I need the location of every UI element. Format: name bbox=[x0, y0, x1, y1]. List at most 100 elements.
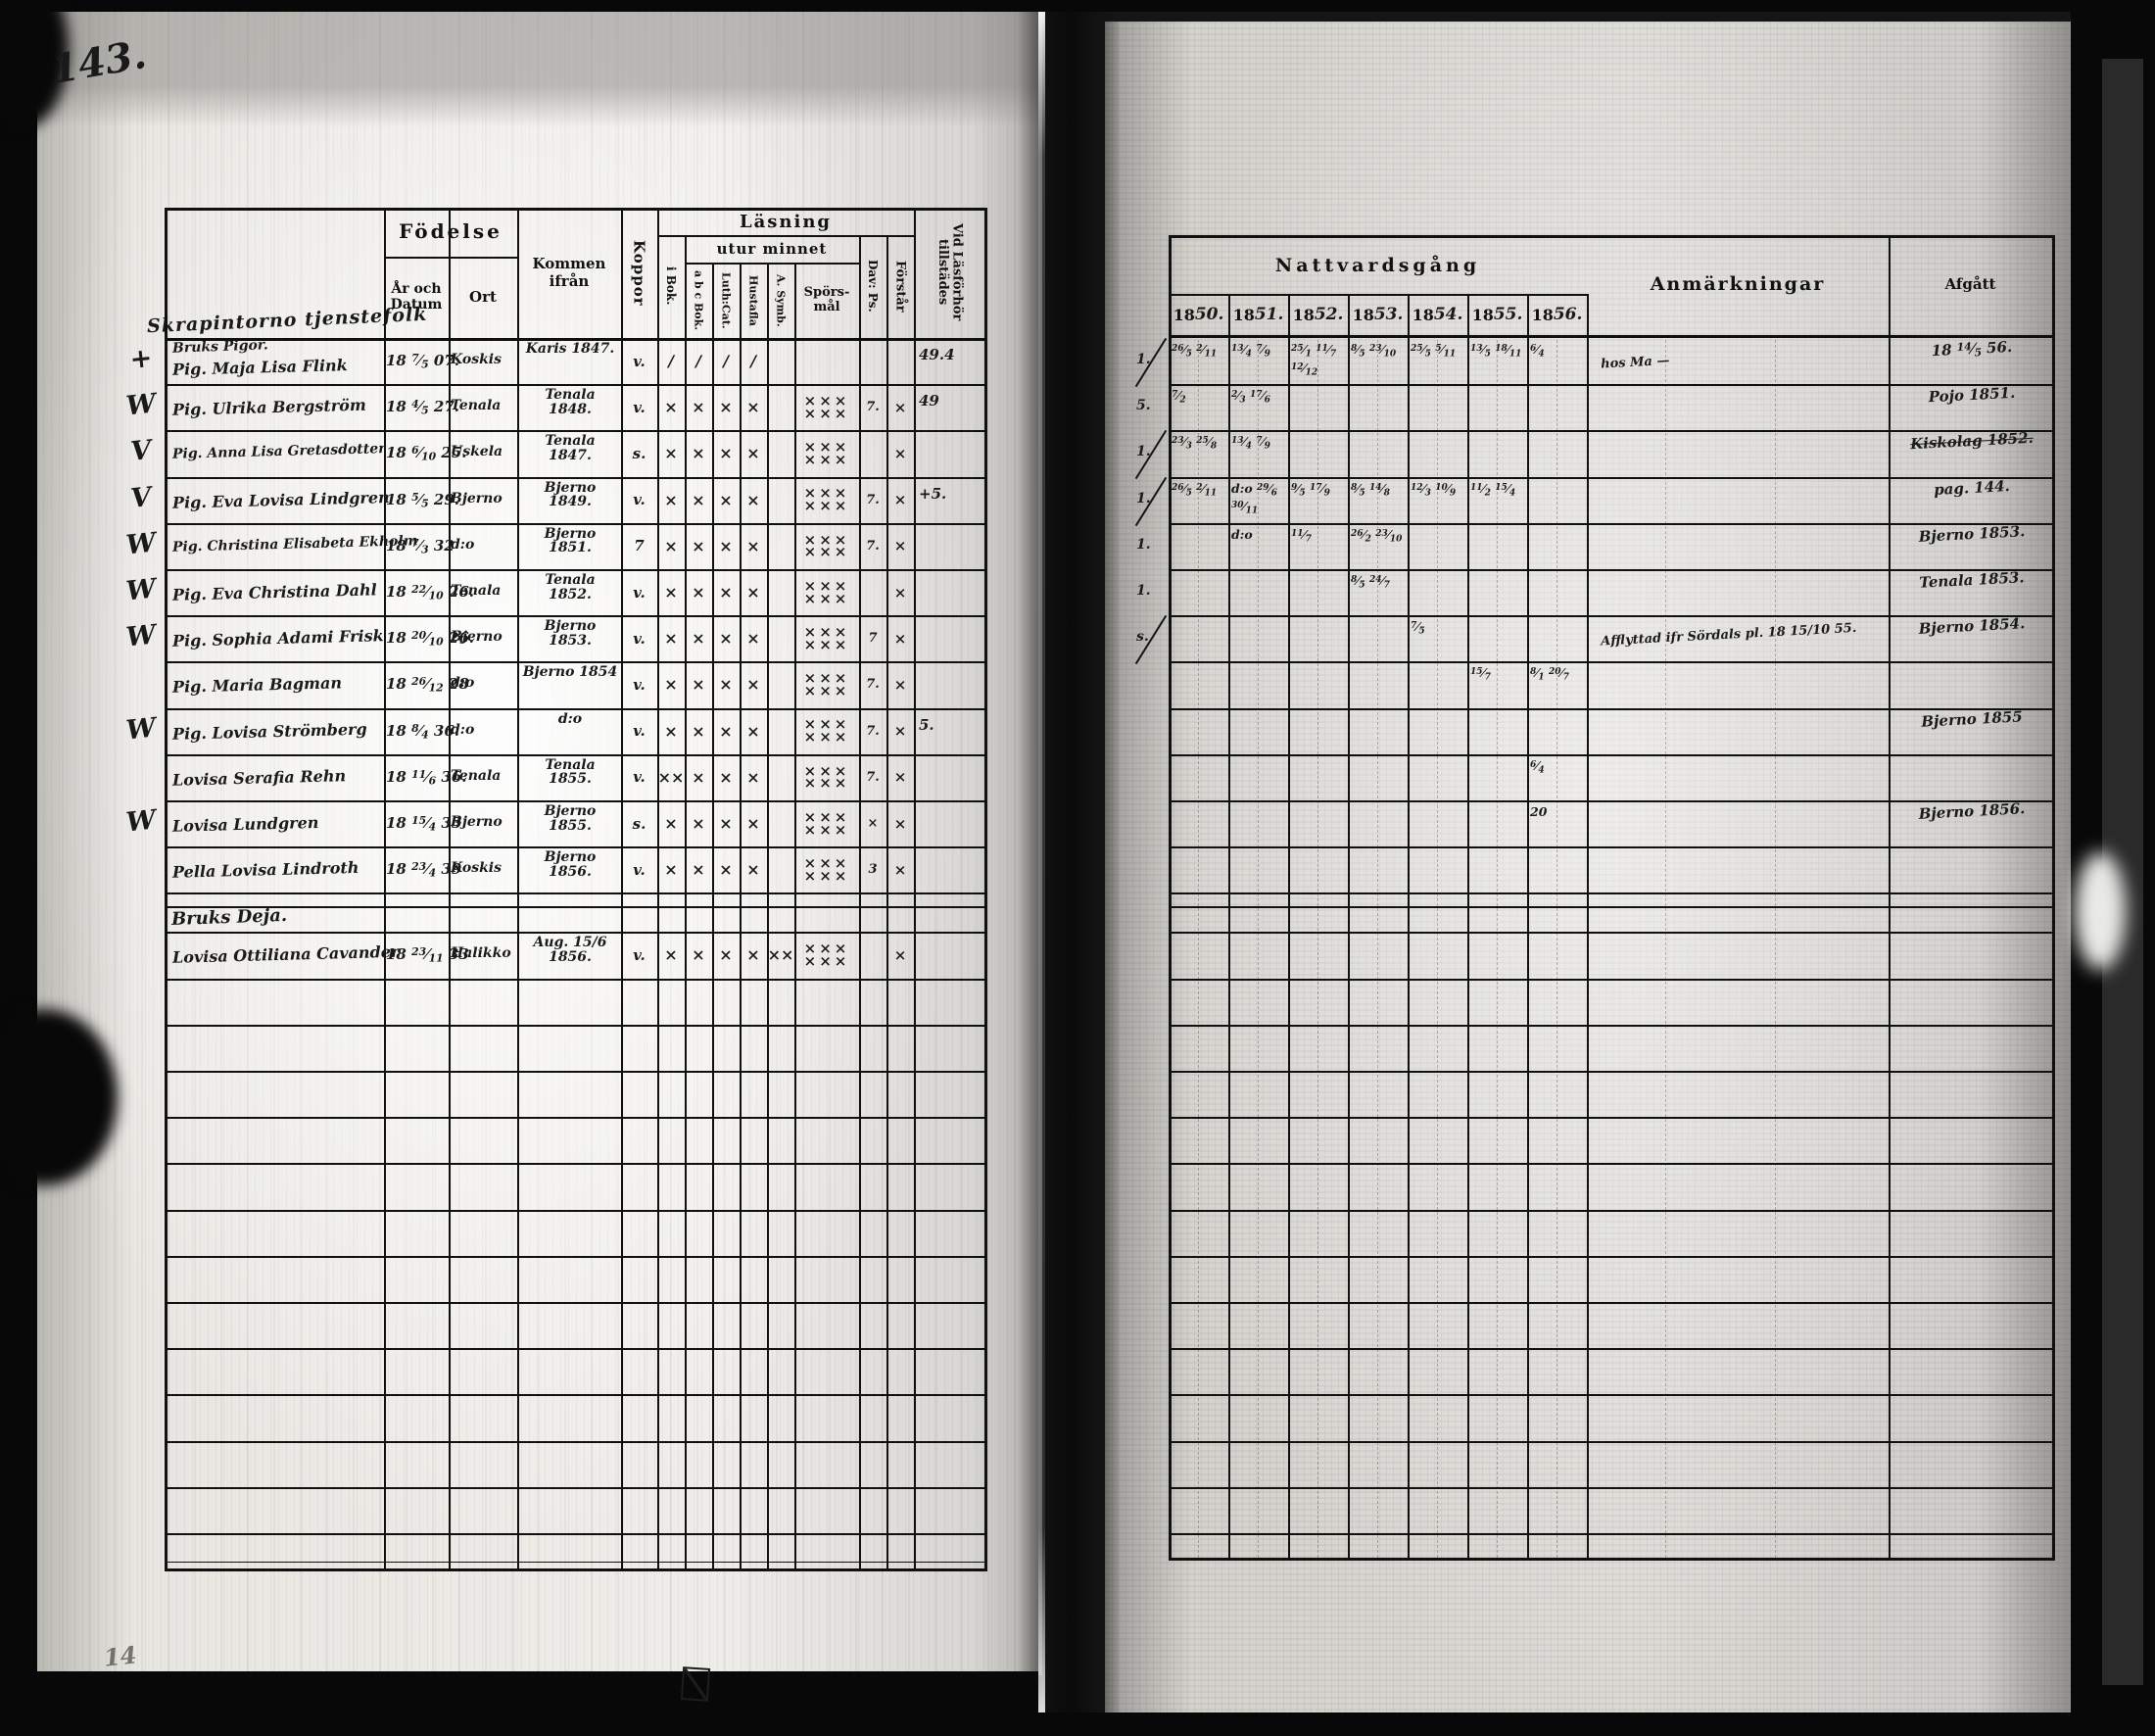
cell-communion-date: 12⁄3 10⁄9 bbox=[1411, 480, 1457, 498]
cell-kommen-ifran: Tenala 1848. bbox=[545, 387, 596, 417]
row-margin-mark-left: + bbox=[128, 342, 154, 376]
cell-reading-mark: × bbox=[719, 945, 733, 965]
cell-communion-date: 11⁄2 15⁄4 bbox=[1470, 480, 1516, 498]
cell-forstar-mark: × bbox=[893, 945, 907, 964]
table-rule-v bbox=[712, 263, 714, 1568]
cell-born: 18 20⁄10 26. bbox=[386, 629, 474, 649]
cell-reading-mark: × bbox=[746, 398, 760, 417]
cell-reading-mark: × bbox=[692, 945, 705, 965]
row-rule-left bbox=[165, 932, 984, 935]
table-rule-h bbox=[1169, 1558, 2052, 1561]
cell-communion-date: 26⁄2 23⁄10 bbox=[1351, 526, 1403, 545]
row-rule-left bbox=[165, 846, 984, 849]
cell-communion-date: 6⁄4 bbox=[1530, 757, 1545, 776]
header-ar-och-datum: År och Datum bbox=[390, 280, 443, 313]
cell-birthplace: d:o bbox=[451, 536, 475, 553]
year-script: 52. bbox=[1314, 305, 1344, 324]
table-rule-v bbox=[449, 208, 451, 1568]
cell-kommen-ifran: Tenala 1855. bbox=[545, 756, 596, 788]
cell-communion-date: 26⁄5 2⁄11 bbox=[1172, 342, 1218, 360]
cell-born: 18 4⁄5 27. bbox=[386, 398, 459, 417]
years-underline bbox=[1169, 294, 1587, 296]
cell-born: 18 7⁄5 07. bbox=[386, 352, 459, 371]
cell-koppor-mark: 7 bbox=[634, 537, 645, 555]
cell-koppor-mark: v. bbox=[633, 945, 646, 964]
cell-born: 18 22⁄10 26. bbox=[386, 583, 474, 603]
row-margin-mark-left: W bbox=[124, 573, 158, 607]
cell-birthplace: d:o bbox=[451, 675, 475, 692]
table-rule-h bbox=[1169, 235, 2052, 238]
cell-koppor-mark: s. bbox=[632, 444, 646, 462]
cell-davps-mark: × bbox=[867, 816, 879, 832]
cell-reading-mark: ×× bbox=[767, 945, 794, 965]
cell-koppor-mark: v. bbox=[633, 352, 646, 370]
year-column-center-guide bbox=[1497, 335, 1498, 1558]
row-rule-right bbox=[1169, 569, 2052, 571]
cell-davps-mark: 7. bbox=[866, 677, 880, 693]
row-rule-right bbox=[1169, 661, 2052, 664]
year-header: 18 50. bbox=[1169, 296, 1228, 333]
row-rule-right bbox=[1169, 384, 2052, 387]
right-page-paper bbox=[1105, 22, 2077, 1722]
year-script: 53. bbox=[1373, 305, 1404, 324]
year-script: 56. bbox=[1553, 305, 1583, 324]
cell-davps-mark: 7 bbox=[868, 631, 878, 647]
cell-sporsmal-marks: ××× ××× bbox=[803, 761, 850, 793]
cell-reading-mark: × bbox=[664, 814, 678, 834]
row-rule-right bbox=[1169, 906, 2052, 909]
row-rule-right bbox=[1169, 476, 2052, 479]
cell-reading-mark: × bbox=[692, 814, 705, 834]
cell-reading-mark: × bbox=[692, 398, 705, 417]
row-rule-left bbox=[165, 430, 984, 433]
cell-reading-mark: × bbox=[692, 767, 705, 787]
header-afgatt: Afgått bbox=[1944, 275, 1996, 293]
cell-birthplace: Koskis bbox=[451, 860, 502, 877]
cell-reading-mark: × bbox=[746, 945, 760, 965]
cell-forstar-mark: × bbox=[893, 398, 907, 416]
cell-davps-mark: 3 bbox=[868, 862, 878, 878]
anmarkningar-guide bbox=[1665, 335, 1666, 1558]
cell-reading-mark: × bbox=[692, 490, 705, 509]
cell-reading-mark: × bbox=[719, 767, 733, 787]
year-header: 18 52. bbox=[1288, 296, 1348, 333]
year-print: 18 bbox=[1412, 305, 1434, 324]
row-rule-right bbox=[1169, 615, 2052, 618]
header-forstar: Förstår bbox=[892, 260, 908, 313]
cell-reading-mark: ∕ bbox=[723, 352, 729, 371]
cell-sporsmal-marks: ××× ××× bbox=[803, 807, 850, 839]
cell-kommen-ifran: Tenala 1847. bbox=[545, 433, 596, 464]
table-rule-v bbox=[165, 208, 168, 1571]
cell-forstar-mark: × bbox=[893, 583, 907, 602]
table-rule-v bbox=[984, 208, 987, 1571]
cell-born: 18 23⁄11 33 bbox=[386, 945, 469, 966]
row-margin-mark-left: W bbox=[124, 712, 158, 747]
cell-born: 18 26⁄12 28 bbox=[386, 675, 469, 696]
cell-kommen-ifran: Tenala 1852. bbox=[545, 572, 596, 603]
cell-sporsmal-marks: ××× ××× bbox=[803, 623, 850, 653]
cell-born: 18 8⁄4 36. bbox=[386, 721, 459, 742]
cell-communion-date: 2⁄3 17⁄6 bbox=[1231, 388, 1270, 406]
table-rule-v bbox=[1408, 294, 1410, 1558]
row-margin-mark-right: s. bbox=[1136, 629, 1149, 646]
row-margin-mark-left: V bbox=[128, 435, 154, 468]
row-rule-left bbox=[165, 1394, 984, 1397]
cell-reading-mark: × bbox=[719, 490, 733, 509]
cell-koppor-mark: v. bbox=[633, 629, 646, 648]
table-rule-v bbox=[794, 263, 796, 1568]
row-rule-right bbox=[1169, 1533, 2052, 1535]
header-luth-cat: Luth:Cat. bbox=[719, 271, 733, 329]
table-rule-v bbox=[1889, 235, 1891, 1558]
cell-forstar-mark: × bbox=[893, 722, 907, 741]
cell-forstar-mark: × bbox=[893, 629, 907, 648]
year-header: 18 55. bbox=[1467, 296, 1527, 333]
cell-davps-mark: 7. bbox=[866, 769, 880, 785]
cell-reading-mark: × bbox=[719, 860, 733, 880]
cell-koppor-mark: v. bbox=[633, 583, 646, 602]
cell-reading-mark: × bbox=[746, 490, 760, 509]
table-rule-v bbox=[740, 263, 742, 1568]
cell-koppor-mark: v. bbox=[633, 860, 646, 879]
lasning-underline bbox=[657, 235, 914, 237]
cell-sporsmal-marks: ××× ××× bbox=[803, 438, 850, 468]
row-rule-left bbox=[165, 1348, 984, 1351]
row-margin-mark-left: W bbox=[124, 527, 158, 561]
